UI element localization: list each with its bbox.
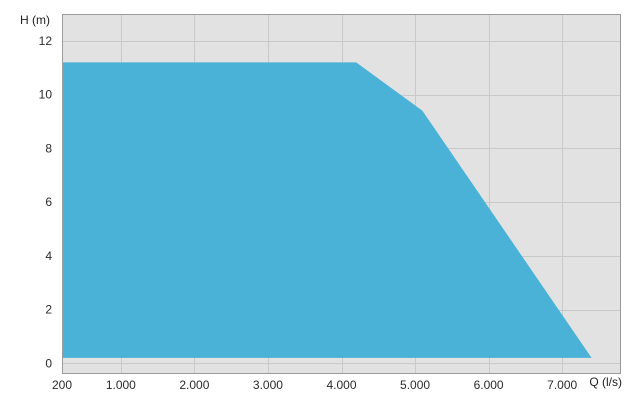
x-tick-label: 3.000 — [253, 378, 283, 392]
y-tick-label: 0 — [45, 356, 52, 370]
x-tick-label: 6.000 — [474, 378, 504, 392]
y-tick-labels: 0 2 4 6 8 10 12 — [39, 34, 53, 370]
x-tick-label: 4.000 — [326, 378, 356, 392]
plot-frame — [62, 14, 621, 374]
x-tick-label: 7.000 — [547, 378, 577, 392]
x-tick-labels: 200 1.000 2.000 3.000 4.000 5.000 6.000 7.000 — [52, 378, 578, 392]
y-tick-label: 8 — [45, 141, 52, 155]
x-tick-label: 2.000 — [179, 378, 209, 392]
x-axis-title: Q (l/s) — [589, 375, 622, 389]
y-tick-label: 6 — [45, 195, 52, 209]
y-tick-label: 2 — [45, 303, 52, 317]
operating-range-area — [62, 62, 592, 358]
y-tick-label: 4 — [45, 249, 52, 263]
y-axis-title: H (m) — [20, 13, 50, 27]
x-tick-label: 5.000 — [400, 378, 430, 392]
x-tick-label: 200 — [52, 378, 72, 392]
y-tick-label: 10 — [39, 88, 53, 102]
x-tick-label: 1.000 — [106, 378, 136, 392]
y-tick-label: 12 — [39, 34, 53, 48]
